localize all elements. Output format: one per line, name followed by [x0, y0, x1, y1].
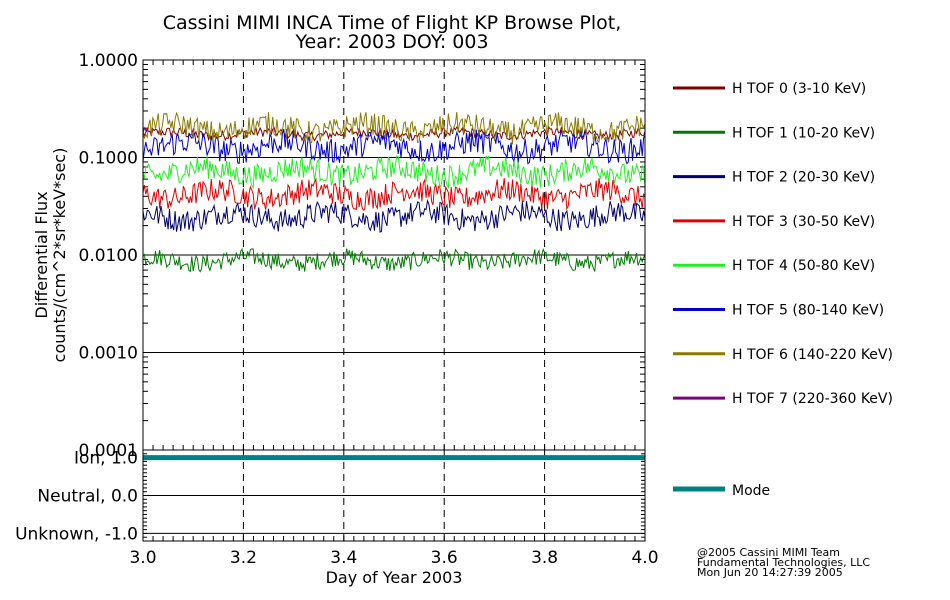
legend-label-4: H TOF 4 (50-80 KeV)	[732, 258, 875, 274]
flux-y-tick-label: 0.0010	[79, 344, 138, 364]
legend-label-2: H TOF 2 (20-30 KeV)	[732, 170, 875, 186]
chart-title-line-1: Cassini MIMI INCA Time of Flight KP Brow…	[163, 12, 622, 34]
mode-y-tick-label: Ion, 1.0	[74, 449, 138, 469]
flux-series-5	[142, 128, 646, 165]
flux-y-tick-label: 0.1000	[79, 149, 138, 169]
legend-label-mode: Mode	[732, 483, 770, 499]
y-axis-label-line-2: counts/(cm^2*sr*keV*sec)	[50, 148, 69, 363]
legend: H TOF 0 (3-10 KeV) H TOF 1 (10-20 KeV) H T…	[673, 81, 893, 499]
legend-label-7: H TOF 7 (220-360 KeV)	[732, 391, 893, 407]
flux-series-1	[142, 247, 646, 273]
flux-series-2	[142, 198, 646, 233]
y-axis-label-line-1: Differential Flux	[32, 191, 51, 318]
plot-frames	[142, 59, 646, 542]
legend-label-3: H TOF 3 (30-50 KeV)	[732, 214, 875, 230]
x-tick-label: 3.0	[129, 548, 156, 568]
credit-line-1: @2005 Cassini MIMI Team	[697, 546, 840, 559]
legend-label-1: H TOF 1 (10-20 KeV)	[732, 125, 875, 141]
flux-series-7	[142, 126, 149, 133]
x-tick-label: 3.2	[230, 548, 257, 568]
flux-series-3	[142, 177, 646, 211]
mode-panel-frame	[142, 449, 646, 542]
flux-y-tick-label: 0.0001	[79, 441, 138, 461]
x-axis-label: Day of Year 2003	[326, 568, 463, 587]
flux-series-6	[142, 111, 646, 145]
legend-label-6: H TOF 6 (140-220 KeV)	[732, 347, 893, 363]
mode-y-tick-label: Neutral, 0.0	[37, 487, 138, 507]
flux-series-group	[142, 111, 646, 273]
credit-line-3: Mon Jun 20 14:27:39 2005	[697, 566, 843, 579]
mode-y-tick-label: Unknown, -1.0	[15, 524, 138, 544]
flux-y-tick-label: 1.0000	[79, 51, 138, 71]
x-tick-label: 3.8	[531, 548, 558, 568]
x-tick-label: 3.4	[330, 548, 357, 568]
flux-series-4	[142, 155, 646, 190]
x-tick-label: 4.0	[631, 548, 658, 568]
legend-label-5: H TOF 5 (80-140 KeV)	[732, 303, 884, 319]
flux-y-tick-label: 0.0100	[79, 246, 138, 266]
credit-line-2: Fundamental Technologies, LLC	[697, 556, 870, 569]
legend-label-0: H TOF 0 (3-10 KeV)	[732, 81, 866, 97]
chart-title-line-2: Year: 2003 DOY: 003	[294, 31, 488, 53]
x-tick-label: 3.6	[431, 548, 458, 568]
flux-series-0	[142, 125, 646, 142]
